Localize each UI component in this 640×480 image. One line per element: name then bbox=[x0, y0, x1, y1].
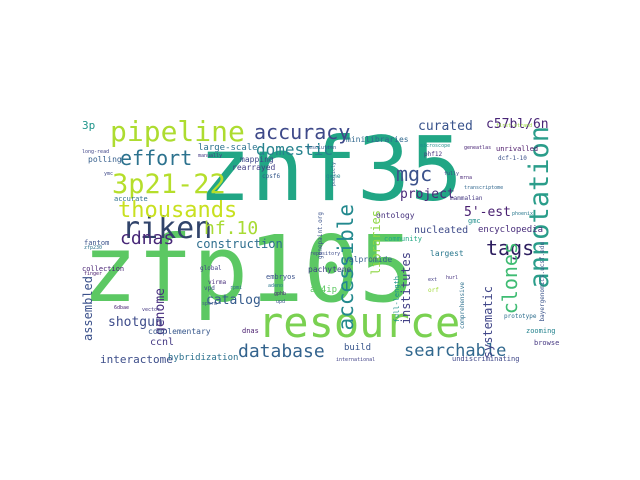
word: cdnas bbox=[120, 228, 175, 249]
word: zooming bbox=[526, 327, 556, 335]
word: community bbox=[384, 235, 422, 243]
word: vpd bbox=[204, 285, 215, 292]
word: zfp105 bbox=[82, 216, 415, 323]
word: searchable bbox=[404, 341, 507, 361]
word: hybridization bbox=[168, 353, 239, 363]
word: riken bbox=[122, 211, 213, 246]
word: adeno bbox=[268, 283, 284, 289]
word: transcriptome bbox=[464, 185, 504, 191]
word: ontology bbox=[376, 211, 415, 220]
word: publicly bbox=[331, 162, 337, 187]
word: clones bbox=[498, 242, 522, 315]
word: build bbox=[344, 343, 372, 353]
word: repository bbox=[310, 251, 341, 257]
word: prototype bbox=[504, 313, 537, 320]
word: resolution bbox=[306, 145, 337, 151]
word: rearrayed bbox=[232, 163, 276, 172]
word: full-length bbox=[393, 276, 401, 323]
word: orf bbox=[428, 287, 439, 294]
word: manually bbox=[198, 153, 223, 159]
word: mrna bbox=[460, 175, 473, 181]
word: 6dbae bbox=[114, 305, 130, 311]
word: construction bbox=[196, 237, 283, 251]
word: rpmi bbox=[230, 285, 243, 291]
word: hurl bbox=[446, 275, 459, 281]
word: 3p bbox=[82, 119, 96, 132]
word: phoenix bbox=[512, 211, 534, 217]
word: accurate bbox=[114, 195, 148, 203]
word: institutes bbox=[399, 252, 413, 325]
word: znf35 bbox=[198, 118, 463, 221]
word: ext bbox=[428, 277, 438, 283]
word: valpromide bbox=[344, 255, 393, 264]
word: nucleated bbox=[414, 225, 469, 236]
word: fully bbox=[444, 171, 460, 177]
word: comprehensive bbox=[459, 282, 466, 329]
word: curated bbox=[418, 119, 473, 134]
word-cloud: znf35 zfp105 resource pipeline riken 3p2… bbox=[80, 116, 560, 364]
word: hf.10 bbox=[204, 218, 259, 239]
word: mgc bbox=[396, 162, 433, 186]
word: geneatlas bbox=[464, 145, 492, 151]
word: first-strand bbox=[496, 123, 533, 129]
word: browse bbox=[534, 339, 560, 347]
word: tags bbox=[486, 236, 535, 260]
word: largest bbox=[430, 249, 464, 258]
word: domestic bbox=[256, 140, 334, 159]
word: upd bbox=[276, 299, 286, 305]
word: ymc bbox=[104, 171, 114, 177]
word: gphb bbox=[274, 291, 287, 297]
word: encyclopedia bbox=[478, 225, 544, 235]
word: zfp230 bbox=[84, 245, 103, 251]
word: ar4ip bbox=[310, 285, 338, 295]
word: sperm bbox=[202, 301, 218, 307]
word: accuracy bbox=[254, 120, 351, 144]
word: mammalian bbox=[450, 195, 483, 202]
word: fantom bbox=[84, 239, 110, 247]
word: cpsf6 bbox=[262, 173, 281, 180]
word: project bbox=[400, 187, 455, 202]
word: 5'-est bbox=[464, 205, 511, 220]
word: dnas bbox=[242, 327, 259, 335]
word: pachytene bbox=[308, 265, 352, 274]
word: unrivalled bbox=[496, 145, 539, 153]
word: shotgun bbox=[108, 315, 163, 330]
word: long-read bbox=[82, 149, 110, 155]
word: systematic bbox=[481, 286, 495, 359]
word: catalog bbox=[206, 293, 261, 308]
word: minilibraries bbox=[346, 135, 409, 144]
word: microscope bbox=[420, 143, 451, 149]
word: phf12 bbox=[424, 151, 443, 158]
word: international bbox=[336, 357, 376, 363]
word: finger bbox=[84, 271, 103, 277]
word: embryos bbox=[266, 273, 296, 281]
word: database bbox=[238, 341, 325, 362]
word: large-scale bbox=[198, 143, 258, 153]
word: bayergenomics.ucsf.edu bbox=[539, 242, 546, 322]
word: polling bbox=[88, 155, 122, 164]
word: virma bbox=[208, 279, 227, 286]
word: c57bl/6n bbox=[486, 117, 549, 132]
word: effort bbox=[120, 146, 193, 170]
word: dcf-1-10 bbox=[498, 155, 527, 162]
word: gene bbox=[326, 173, 341, 180]
word: resource bbox=[258, 298, 461, 347]
word: interactome bbox=[100, 353, 173, 364]
word: global bbox=[200, 265, 222, 272]
word: collection bbox=[82, 265, 125, 273]
word: assembled bbox=[81, 276, 95, 342]
word: ccnl bbox=[150, 337, 175, 348]
word: 3p21-22 bbox=[112, 169, 226, 200]
word: mapping bbox=[240, 155, 274, 164]
word: thousands bbox=[118, 198, 238, 223]
word: vector bbox=[142, 307, 161, 313]
word: undiscriminating bbox=[452, 355, 520, 363]
word: pipeline bbox=[110, 116, 245, 148]
word: gmc bbox=[468, 217, 481, 225]
word: complementary bbox=[148, 327, 211, 336]
